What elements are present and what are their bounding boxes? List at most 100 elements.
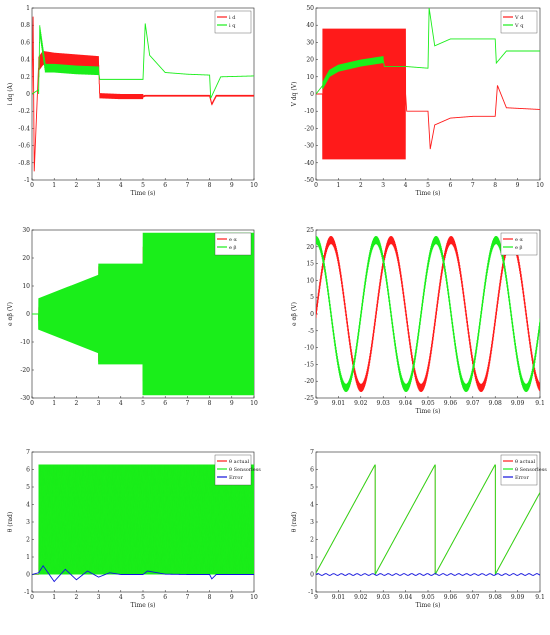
x-tick-label: 9.06 xyxy=(444,594,458,601)
y-tick-label: 0.2 xyxy=(20,74,30,81)
legend-label: i q xyxy=(229,23,236,29)
y-tick-label: 5 xyxy=(26,484,30,491)
x-tick-label: 3 xyxy=(97,594,101,601)
x-tick-label: 9.03 xyxy=(377,594,391,601)
y-tick-label: -1 xyxy=(308,589,314,596)
x-tick-label: 7 xyxy=(185,400,189,407)
series-line-2 xyxy=(316,236,540,392)
x-tick-label: 5 xyxy=(426,182,430,189)
legend-label: V q xyxy=(514,23,524,29)
x-tick-label: 8 xyxy=(208,182,212,189)
y-tick-label: 15 xyxy=(306,261,314,268)
x-tick-label: 8 xyxy=(208,594,212,601)
x-tick-label: 9 xyxy=(230,400,234,407)
y-tick-label: 0.8 xyxy=(20,22,30,29)
legend-label: θ actual xyxy=(229,459,250,465)
y-tick-label: -0.8 xyxy=(18,160,30,167)
x-tick-label: 9 xyxy=(516,182,520,189)
x-tick-label: 9.1 xyxy=(535,400,545,407)
y-tick-label: 0 xyxy=(310,311,314,318)
legend-label: θ Sensorless xyxy=(515,467,547,473)
y-tick-label: -1 xyxy=(24,589,30,596)
x-tick-label: 6 xyxy=(163,182,167,189)
x-tick-label: 8 xyxy=(208,400,212,407)
x-tick-label: 1 xyxy=(52,594,56,601)
x-tick-label: 4 xyxy=(119,400,123,407)
x-tick-label: 1 xyxy=(52,182,56,189)
x-tick-label: 9.08 xyxy=(489,594,503,601)
legend-box xyxy=(500,454,538,486)
plot-series-group xyxy=(32,464,254,583)
y-tick-label: -30 xyxy=(304,143,314,150)
x-tick-label: 6 xyxy=(448,182,452,189)
legend-label: θ actual xyxy=(515,459,536,465)
x-tick-label: 8 xyxy=(493,182,497,189)
x-tick-label: 9.01 xyxy=(332,400,345,407)
series-line-2 xyxy=(32,23,254,99)
y-tick-label: 50 xyxy=(306,5,314,12)
x-tick-label: 5 xyxy=(141,594,145,601)
x-tick-label: 2 xyxy=(74,182,78,189)
y-tick-label: 0 xyxy=(26,311,30,318)
x-tick-label: 2 xyxy=(359,182,363,189)
y-tick-label: 4 xyxy=(26,502,30,509)
series-line-2 xyxy=(316,464,540,575)
y-axis-label: θ (rad) xyxy=(291,512,298,533)
legend: V d V q xyxy=(500,10,538,34)
y-tick-label: 10 xyxy=(306,277,314,284)
y-tick-label: -10 xyxy=(304,345,314,352)
y-tick-label: -20 xyxy=(304,378,314,385)
y-tick-label: 3 xyxy=(310,519,314,526)
y-tick-label: -10 xyxy=(20,339,30,346)
x-tick-label: 9 xyxy=(230,594,234,601)
x-tick-label: 9.01 xyxy=(332,594,345,601)
x-tick-label: 9.02 xyxy=(354,594,368,601)
y-tick-label: -0.6 xyxy=(18,143,30,150)
y-tick-label: -5 xyxy=(308,328,314,335)
x-tick-label: 9.05 xyxy=(421,594,435,601)
x-tick-label: 7 xyxy=(185,594,189,601)
x-tick-label: 0 xyxy=(30,400,34,407)
y-tick-label: -25 xyxy=(304,395,314,402)
y-axis-label: i dq (A) xyxy=(7,83,14,105)
y-tick-label: 2 xyxy=(26,537,30,544)
x-tick-label: 2 xyxy=(74,400,78,407)
legend-label: i d xyxy=(229,15,236,21)
plot-series-group xyxy=(316,8,540,160)
y-axis-label: e αβ (V) xyxy=(291,302,298,326)
y-tick-label: 10 xyxy=(22,283,30,290)
y-tick-label: -1 xyxy=(24,177,30,184)
y-tick-label: -0.2 xyxy=(18,108,30,115)
y-tick-label: 7 xyxy=(310,449,314,456)
series-line-1 xyxy=(316,28,540,160)
x-tick-label: 2 xyxy=(74,594,78,601)
x-tick-label: 9.04 xyxy=(399,594,413,601)
x-tick-label: 10 xyxy=(250,182,258,189)
y-tick-label: -0.4 xyxy=(18,125,30,132)
x-axis-label: Time (s) xyxy=(416,408,441,415)
legend-label: θ Sensorless xyxy=(229,467,261,473)
y-tick-label: 1 xyxy=(26,5,30,12)
x-tick-label: 9 xyxy=(314,594,318,601)
y-tick-label: 3 xyxy=(26,519,30,526)
plot-series-group xyxy=(316,236,540,392)
chart-panel-2: 0 1 2 3 4 5 6 7 8 9 10 50 40 30 20 10 0 -10 -20 -30 -40 -50 Ti… xyxy=(291,5,544,197)
x-tick-label: 9.06 xyxy=(444,400,458,407)
y-tick-label: 1 xyxy=(310,554,314,561)
x-tick-label: 10 xyxy=(250,594,258,601)
y-tick-label: 6 xyxy=(310,467,314,474)
x-tick-label: 9 xyxy=(230,182,234,189)
x-tick-label: 9.02 xyxy=(354,400,368,407)
y-tick-label: 0 xyxy=(26,572,30,579)
series-line-3 xyxy=(32,564,254,583)
legend-label: Error xyxy=(229,475,243,481)
x-axis-label: Time (s) xyxy=(416,190,441,197)
legend-label: e β xyxy=(229,245,237,251)
x-tick-label: 0 xyxy=(314,182,318,189)
x-tick-label: 9.09 xyxy=(511,400,525,407)
chart-panel-4: 9 9.01 9.02 9.03 9.04 9.05 9.06 9.07 9.08 9.09 9.1… xyxy=(291,227,545,415)
legend: i d i q xyxy=(214,10,252,34)
series-line-1 xyxy=(32,16,254,172)
x-tick-label: 9 xyxy=(314,400,318,407)
legend-box xyxy=(214,454,252,486)
